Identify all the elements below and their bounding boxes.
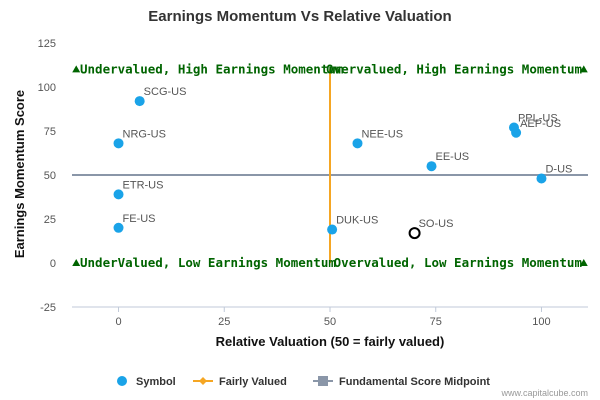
legend-fairly-valued-label[interactable]: Fairly Valued [219,376,287,388]
x-tick-label: 100 [532,316,550,328]
data-point [511,127,522,138]
data-point-label: SCG-US [144,86,187,98]
y-tick-label: 25 [44,214,56,226]
data-point-label: NRG-US [123,128,166,140]
legend-midpoint-marker [318,376,328,386]
x-axis-title: Relative Valuation (50 = fairly valued) [216,334,445,349]
y-tick-label: 75 [44,126,56,138]
data-point-label: EE-US [436,151,470,163]
legend-symbol-label[interactable]: Symbol [136,376,176,388]
y-axis-title: Earnings Momentum Score [12,90,27,258]
data-point-label: D-US [545,164,572,176]
data-point-label: PPL-US [518,112,558,124]
quadrant-labels: Undervalued, High Earnings MomentumOverv… [72,61,588,270]
data-point-label: NEE-US [361,128,403,140]
quadrant-corner-marker [579,259,588,266]
data-point [352,138,363,149]
quadrant-label-top-left: Undervalued, High Earnings Momentum [80,61,344,76]
data-point [327,224,338,235]
legend: Symbol Fairly Valued Fundamental Score M… [117,376,490,388]
y-tick-label: 50 [44,170,56,182]
data-point-label: SO-US [419,218,454,230]
quadrant-label-bottom-right: Overvalued, Low Earnings Momentum [334,255,583,270]
legend-fairly-valued-marker [199,377,207,385]
x-tick-label: 25 [218,316,230,328]
credit-text: www.capitalcube.com [500,388,588,398]
y-tick-label: 125 [38,38,56,50]
quadrant-label-top-right: Overvalued, High Earnings Momentum [326,61,582,76]
data-point [113,222,124,233]
data-point [134,96,145,107]
axis-ticks: 0 25 50 75 100 -25 0 25 50 75 100 125 [38,38,551,328]
y-tick-label: 0 [50,258,56,270]
data-point [426,161,437,172]
x-tick-label: 75 [430,316,442,328]
x-tick-label: 0 [115,316,121,328]
data-point-label: ETR-US [123,179,164,191]
legend-midpoint-label[interactable]: Fundamental Score Midpoint [339,376,490,388]
data-point-highlighted [408,227,421,240]
quadrant-corner-marker [579,65,588,73]
quadrant-label-bottom-left: UnderValued, Low Earnings Momentum [80,255,336,270]
data-point-label: DUK-US [336,215,378,227]
data-point [113,138,124,149]
y-tick-label: -25 [40,302,56,314]
quadrant-corner-marker [72,65,81,73]
chart-title: Earnings Momentum Vs Relative Valuation [148,8,451,25]
quadrant-corner-marker [72,259,81,266]
data-point-label: AEP-US [520,118,561,130]
data-points: SCG-US NRG-US ETR-US FE-US NEE-US EE-US DUK-US… [113,86,572,240]
data-point [536,173,547,184]
x-tick-label: 50 [324,316,336,328]
data-point-label: FE-US [123,213,156,225]
data-point [113,189,124,200]
y-tick-label: 100 [38,82,56,94]
legend-symbol-marker [117,376,127,386]
